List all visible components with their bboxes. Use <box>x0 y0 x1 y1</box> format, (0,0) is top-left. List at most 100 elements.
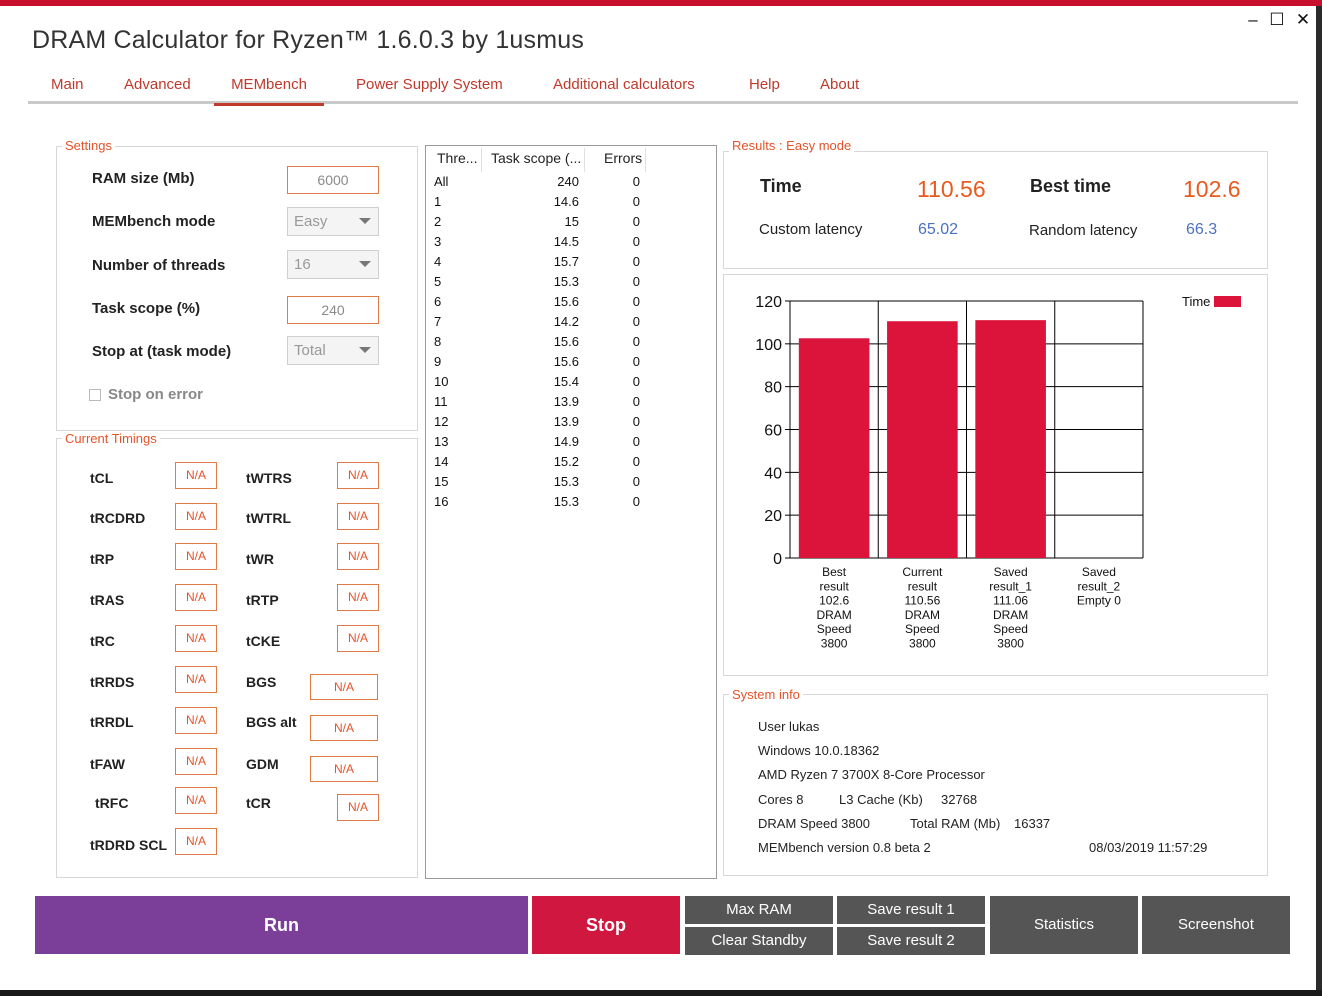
ram-size-input[interactable]: 6000 <box>287 166 379 194</box>
membench-mode-select[interactable]: Easy <box>287 207 379 236</box>
tab-about[interactable]: About <box>820 76 860 93</box>
save-result-2-button[interactable]: Save result 2 <box>837 927 985 955</box>
cell-thread: 11 <box>434 394 448 409</box>
column-header-thread[interactable]: Thre... <box>437 150 478 166</box>
thread-results-table[interactable]: Thre... Task scope (... Errors All 240 0 1 1… <box>425 145 717 879</box>
tab-membench[interactable]: MEMbench <box>214 76 324 106</box>
timing-label-tras: tRAS <box>90 592 125 608</box>
close-icon[interactable]: ✕ <box>1295 10 1311 29</box>
tab-main[interactable]: Main <box>51 76 84 93</box>
column-divider <box>481 148 482 172</box>
timing-label-bgs: BGS <box>246 674 277 690</box>
chevron-down-icon <box>359 218 371 224</box>
table-row[interactable]: All 240 0 <box>426 174 716 194</box>
threads-select[interactable]: 16 <box>287 250 379 279</box>
table-row[interactable]: 6 15.6 0 <box>426 294 716 314</box>
table-row[interactable]: 2 15 0 <box>426 214 716 234</box>
cell-task-scope: 15.6 <box>553 334 579 349</box>
run-button[interactable]: Run <box>35 896 528 954</box>
clear-standby-button[interactable]: Clear Standby <box>685 927 833 955</box>
statistics-button[interactable]: Statistics <box>990 896 1138 954</box>
x-tick-label: Best result 102.6 DRAM Speed 3800 <box>816 565 851 651</box>
table-row[interactable]: 16 15.3 0 <box>426 494 716 514</box>
time-value: 110.56 <box>917 176 986 202</box>
timing-value-tcke: N/A <box>337 625 379 652</box>
results-legend: Results : Easy mode <box>729 138 855 153</box>
table-row[interactable]: 10 15.4 0 <box>426 374 716 394</box>
cell-task-scope: 15.6 <box>553 354 579 369</box>
x-tick-label: Saved result_2 Empty 0 <box>1077 565 1121 608</box>
y-tick-label: 40 <box>764 465 782 482</box>
table-row[interactable]: 3 14.5 0 <box>426 234 716 254</box>
tab-help[interactable]: Help <box>749 76 780 93</box>
timings-group <box>56 438 418 878</box>
cell-task-scope: 15.3 <box>553 474 579 489</box>
cell-task-scope: 15 <box>564 214 579 229</box>
x-tick-label-line: 3800 <box>997 637 1024 651</box>
stop-on-error-checkbox[interactable] <box>89 389 101 401</box>
table-row[interactable]: 7 14.2 0 <box>426 314 716 334</box>
save-result-1-button[interactable]: Save result 1 <box>837 896 985 924</box>
x-tick-label-line: 110.56 <box>904 594 940 608</box>
cell-errors: 0 <box>632 434 640 449</box>
cell-thread: 1 <box>434 194 442 209</box>
cell-task-scope: 13.9 <box>553 394 579 409</box>
system-l3-value: 32768 <box>941 792 978 807</box>
stop-on-error-label: Stop on error <box>108 386 204 403</box>
stop-at-value: Total <box>294 342 326 359</box>
stop-button[interactable]: Stop <box>532 896 680 954</box>
cell-errors: 0 <box>632 474 640 489</box>
membench-mode-label: MEMbench mode <box>92 213 216 230</box>
y-tick-label: 80 <box>764 380 782 397</box>
timing-value-tfaw: N/A <box>175 748 217 775</box>
timing-label-tcke: tCKE <box>246 633 281 649</box>
timing-label-trp: tRP <box>90 551 115 567</box>
cell-thread: 3 <box>434 234 442 249</box>
table-row[interactable]: 8 15.6 0 <box>426 334 716 354</box>
stop-at-select[interactable]: Total <box>287 336 379 365</box>
timing-label-trcdrd: tRCDRD <box>90 510 146 526</box>
table-row[interactable]: 12 13.9 0 <box>426 414 716 434</box>
table-row[interactable]: 9 15.6 0 <box>426 354 716 374</box>
tab-additional-calculators[interactable]: Additional calculators <box>553 76 695 93</box>
y-tick-label: 0 <box>773 551 782 568</box>
table-row[interactable]: 5 15.3 0 <box>426 274 716 294</box>
task-scope-input[interactable]: 240 <box>287 296 379 324</box>
screenshot-button[interactable]: Screenshot <box>1142 896 1290 954</box>
column-header-task-scope[interactable]: Task scope (... <box>491 150 582 166</box>
tab-power-supply-system[interactable]: Power Supply System <box>356 76 503 93</box>
cell-task-scope: 240 <box>557 174 579 189</box>
random-latency-label: Random latency <box>1029 222 1138 239</box>
tab-advanced[interactable]: Advanced <box>124 76 191 93</box>
chart-bar <box>887 321 958 558</box>
timings-legend: Current Timings <box>62 431 160 446</box>
chevron-down-icon <box>359 261 371 267</box>
table-row[interactable]: 13 14.9 0 <box>426 434 716 454</box>
max-ram-button[interactable]: Max RAM <box>685 896 833 924</box>
table-row[interactable]: 14 15.2 0 <box>426 454 716 474</box>
maximize-icon[interactable]: ☐ <box>1269 10 1285 29</box>
timing-value-twtrs: N/A <box>337 462 379 489</box>
membench-mode-value: Easy <box>294 213 328 230</box>
cell-thread: 5 <box>434 274 442 289</box>
system-datetime: 08/03/2019 11:57:29 <box>1089 840 1208 855</box>
tab-bar: Main Advanced MEMbench Power Supply Syst… <box>28 74 1298 106</box>
legend-label: Time <box>1182 294 1210 309</box>
timing-value-tcr: N/A <box>337 794 379 821</box>
timing-label-twtrl: tWTRL <box>246 510 292 526</box>
cell-thread: 8 <box>434 334 442 349</box>
chart-bar <box>798 338 870 558</box>
table-row[interactable]: 11 13.9 0 <box>426 394 716 414</box>
table-row[interactable]: 4 15.7 0 <box>426 254 716 274</box>
x-tick-label-line: Speed <box>993 622 1028 636</box>
timing-label-gdm: GDM <box>246 756 279 772</box>
results-group <box>723 151 1268 269</box>
desktop-top-strip <box>0 0 1322 6</box>
column-header-errors[interactable]: Errors <box>604 150 643 166</box>
timing-label-trfc: tRFC <box>95 795 129 811</box>
minimize-icon[interactable]: – <box>1248 10 1258 29</box>
table-row[interactable]: 15 15.3 0 <box>426 474 716 494</box>
x-tick-label-line: result_1 <box>989 579 1032 593</box>
cell-errors: 0 <box>632 254 640 269</box>
table-row[interactable]: 1 14.6 0 <box>426 194 716 214</box>
